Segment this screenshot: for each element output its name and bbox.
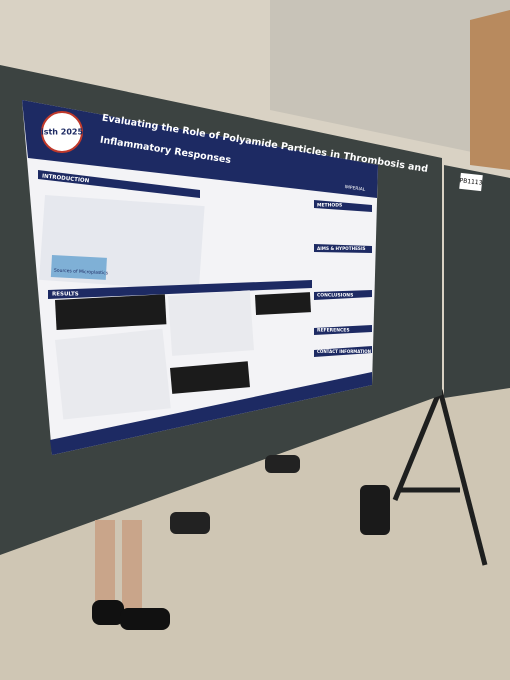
institution: IMPERIAL bbox=[344, 184, 366, 193]
shoe bbox=[170, 512, 210, 534]
logo: isth 2025 bbox=[41, 128, 84, 137]
section-heading: CONCLUSIONS bbox=[317, 293, 353, 299]
section-heading: METHODS bbox=[317, 203, 342, 209]
section-bar bbox=[48, 280, 312, 299]
shoe bbox=[92, 600, 124, 625]
section-heading: AIMS & HYPOTHESIS bbox=[317, 246, 366, 251]
person-leg bbox=[95, 520, 115, 610]
wall-right bbox=[270, 0, 510, 160]
figure-caption: Sources of Microplastics bbox=[54, 268, 109, 277]
shoe bbox=[120, 608, 170, 630]
graphs-panel bbox=[168, 290, 254, 356]
microplastics-figure bbox=[50, 254, 107, 280]
section-bar bbox=[314, 244, 372, 253]
bag bbox=[360, 485, 390, 535]
board-number: PB1113 bbox=[459, 177, 483, 186]
section-heading: RESULTS bbox=[52, 292, 79, 298]
wood-panel bbox=[470, 10, 510, 170]
poster-board-right bbox=[444, 165, 510, 398]
micrograph-row bbox=[255, 292, 311, 315]
stand bbox=[392, 389, 488, 566]
section-bar bbox=[314, 200, 372, 212]
poster-header bbox=[22, 100, 378, 198]
logo-badge bbox=[41, 111, 83, 153]
board-number-tag bbox=[459, 172, 483, 192]
graphs-panel bbox=[55, 328, 171, 420]
section-bar bbox=[38, 170, 200, 198]
poster-footer bbox=[50, 372, 372, 455]
section-heading: REFERENCES bbox=[317, 328, 350, 334]
section-bar bbox=[314, 346, 372, 357]
section-bar bbox=[314, 290, 372, 300]
section-heading: INTRODUCTION bbox=[42, 174, 90, 185]
micrograph-row bbox=[170, 361, 250, 394]
micrograph-row bbox=[54, 294, 167, 330]
section-bar bbox=[314, 325, 372, 335]
person-leg bbox=[122, 520, 142, 615]
shoe bbox=[265, 455, 300, 473]
section-heading: CONTACT INFORMATION bbox=[317, 349, 371, 354]
